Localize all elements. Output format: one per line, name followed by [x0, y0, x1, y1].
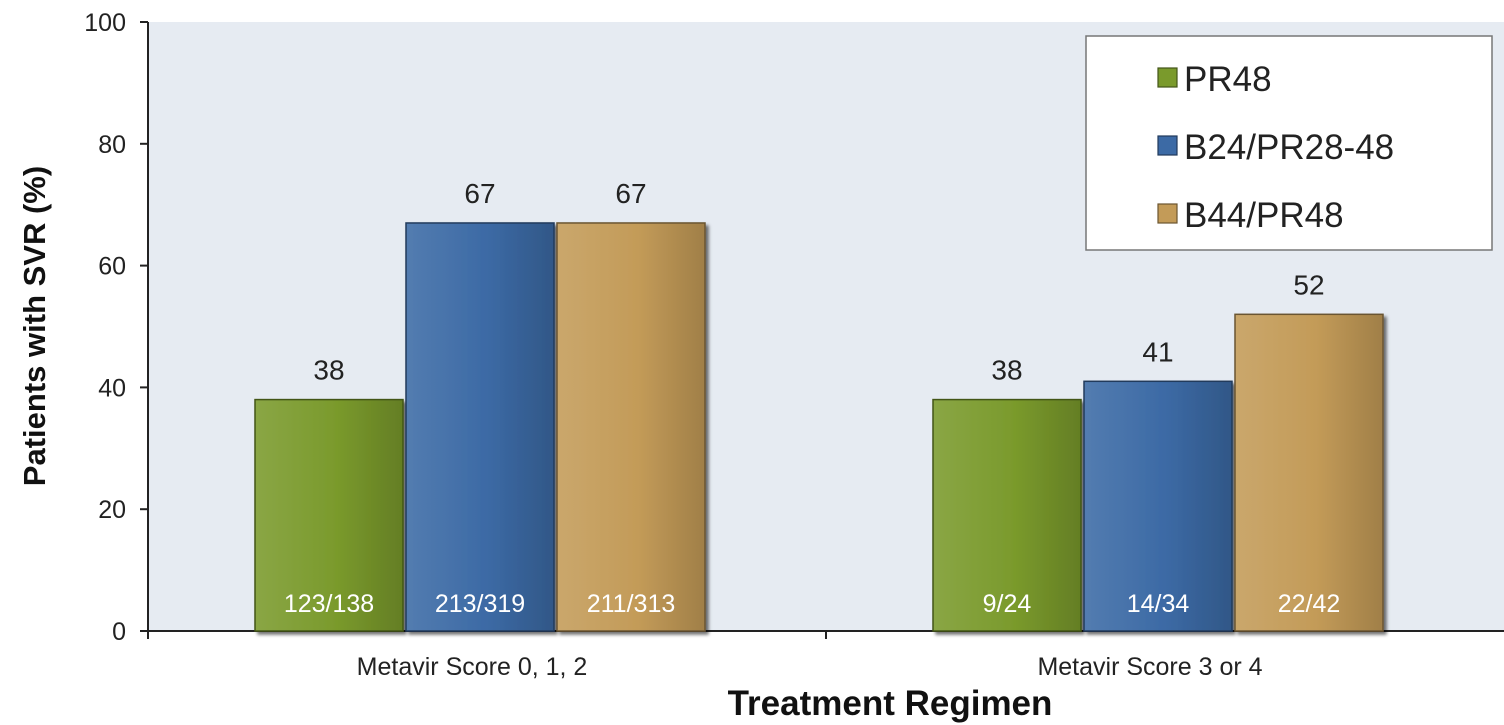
bar-pr48-2 — [932, 398, 1082, 632]
bar-value-label: 41 — [1142, 336, 1173, 367]
bar-count-label: 22/42 — [1278, 590, 1341, 618]
x-category-label: Metavir Score 0, 1, 2 — [357, 653, 588, 681]
legend-box — [1085, 35, 1493, 251]
y-tick-label: 0 — [112, 618, 126, 646]
bar-value-label: 38 — [991, 355, 1022, 386]
bar-count-label: 213/319 — [435, 590, 525, 618]
bar-value-label: 52 — [1293, 269, 1324, 300]
bar-b44-pr48-2 — [1234, 313, 1384, 632]
y-tick-label: 20 — [98, 496, 126, 524]
legend-swatch — [1157, 135, 1178, 156]
legend-swatch — [1157, 67, 1178, 88]
legend-label: PR48 — [1184, 60, 1272, 99]
y-tick-label: 80 — [98, 131, 126, 159]
legend: PR48 B24/PR28-48 B44/PR48 — [1085, 35, 1493, 251]
legend-label: B24/PR28-48 — [1184, 128, 1394, 167]
bar-count-label: 9/24 — [983, 590, 1032, 618]
x-category-label: Metavir Score 3 or 4 — [1037, 653, 1262, 681]
bar-value-label: 67 — [464, 178, 495, 209]
bar-count-label: 211/313 — [587, 590, 676, 618]
legend-label: B44/PR48 — [1184, 196, 1344, 235]
y-axis-title: Patients with SVR (%) — [17, 166, 52, 486]
bar-value-label: 67 — [615, 178, 646, 209]
bar-count-label: 14/34 — [1127, 590, 1190, 618]
bar-b44-pr48-1 — [556, 222, 706, 632]
bar-b24-pr28-48-2 — [1083, 380, 1233, 632]
bar-count-label: 123/138 — [284, 590, 374, 618]
bar-pr48-1 — [254, 398, 404, 632]
y-tick-label: 40 — [98, 374, 126, 402]
x-axis-title: Treatment Regimen — [728, 684, 1053, 723]
y-tick-label: 60 — [98, 253, 126, 281]
bar-b24-pr28-48-1 — [405, 222, 555, 632]
bar-value-label: 38 — [313, 355, 344, 386]
y-tick-label: 100 — [84, 9, 126, 37]
legend-swatch — [1157, 203, 1178, 224]
